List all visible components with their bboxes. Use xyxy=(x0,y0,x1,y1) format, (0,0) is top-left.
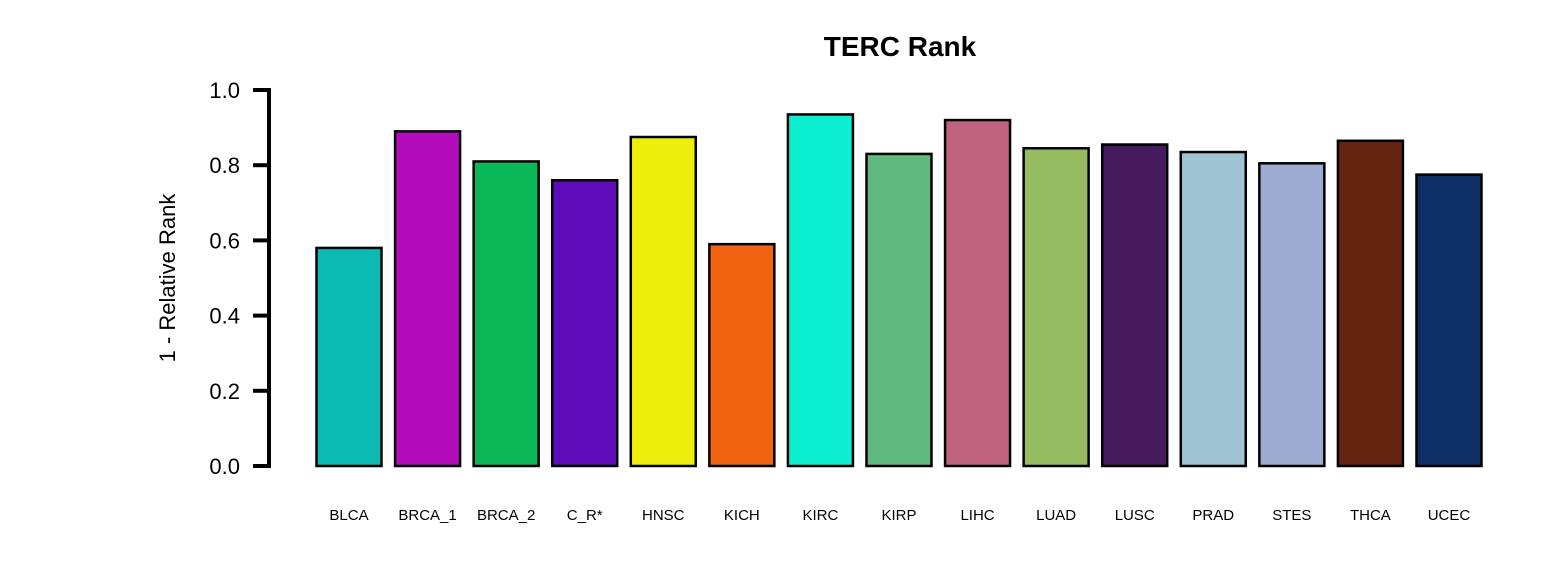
x-tick-labels: BLCA BRCA_1 BRCA_2 C_R* HNSC KICH KIRC KIRP LIHC… xyxy=(329,507,1470,524)
bar-brca-2 xyxy=(472,160,540,468)
x-tick-label: BRCA_1 xyxy=(398,507,456,524)
x-tick-label: UCEC xyxy=(1428,507,1471,524)
bar-ucec xyxy=(1415,173,1483,468)
x-tick-label: BRCA_2 xyxy=(477,507,535,524)
bar-thca xyxy=(1336,139,1405,468)
bar-kich xyxy=(708,242,776,468)
y-tick-label: 1.0 xyxy=(209,78,240,103)
y-tick-label: 0.4 xyxy=(209,304,240,329)
x-tick-label: KIRP xyxy=(881,507,916,524)
x-tick-label: THCA xyxy=(1350,507,1391,524)
x-tick-label: STES xyxy=(1272,507,1311,524)
bar-hnsc xyxy=(629,135,698,468)
x-tick-label: LUAD xyxy=(1036,507,1076,524)
bar-prad xyxy=(1179,150,1248,468)
y-tick-label: 0.2 xyxy=(209,379,240,404)
bar-stes xyxy=(1258,162,1326,468)
bar-lusc xyxy=(1100,143,1169,468)
y-tick-label: 0.6 xyxy=(209,228,240,253)
bar-blca xyxy=(315,246,383,468)
bar-brca-1 xyxy=(393,130,462,468)
bar-c-r xyxy=(550,178,619,468)
y-axis-label: 1 - Relative Rank xyxy=(155,193,180,363)
x-tick-label: C_R* xyxy=(567,507,603,524)
x-tick-label: KIRC xyxy=(802,507,838,524)
x-tick-label: LUSC xyxy=(1115,507,1155,524)
y-tick-label: 0.8 xyxy=(209,153,240,178)
y-ticks: 0.0 0.2 0.4 0.6 0.8 1.0 xyxy=(209,78,269,479)
x-tick-label: PRAD xyxy=(1192,507,1234,524)
chart-title: TERC Rank xyxy=(824,31,977,62)
y-tick-label: 0.0 xyxy=(209,454,240,479)
bar-luad xyxy=(1022,147,1090,468)
bar-kirp xyxy=(865,152,933,468)
x-tick-label: HNSC xyxy=(642,507,685,524)
x-tick-label: KICH xyxy=(724,507,760,524)
x-tick-label: LIHC xyxy=(960,507,994,524)
bars xyxy=(315,113,1483,468)
bar-kirc xyxy=(786,113,855,468)
bar-lihc xyxy=(943,118,1012,468)
x-tick-label: BLCA xyxy=(329,507,368,524)
